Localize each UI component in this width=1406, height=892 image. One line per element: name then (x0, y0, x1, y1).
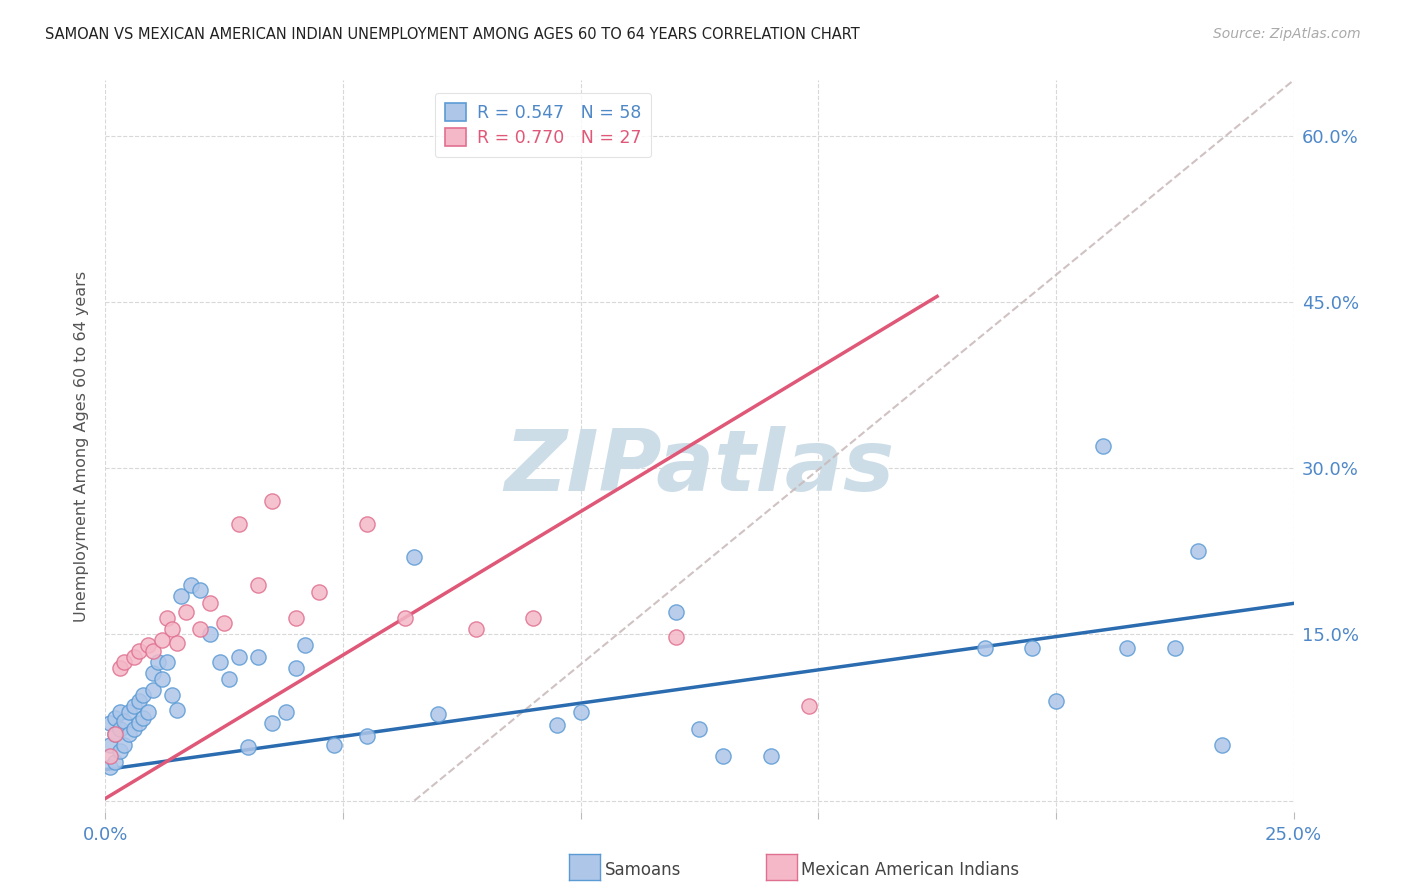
Point (198, 627, 221, 641)
Point (122, 722, 145, 736)
Point (214, 616, 236, 631)
Y-axis label: Unemployment Among Ages 60 to 64 years: Unemployment Among Ages 60 to 64 years (75, 270, 90, 622)
Point (236, 740, 259, 755)
Point (170, 589, 193, 603)
Point (156, 611, 179, 625)
Legend: R = 0.547   N = 58, R = 0.770   N = 27: R = 0.547 N = 58, R = 0.770 N = 27 (434, 93, 651, 157)
Text: Samoans: Samoans (605, 861, 681, 879)
Point (284, 660, 307, 674)
Point (166, 636, 188, 650)
Point (404, 549, 426, 564)
Point (465, 622, 488, 636)
Point (122, 649, 145, 664)
Point (1021, 640, 1043, 655)
Point (108, 744, 131, 758)
Point (104, 710, 127, 724)
Point (160, 622, 183, 636)
Point (128, 644, 150, 658)
Point (1211, 738, 1233, 752)
Point (122, 699, 145, 714)
Text: Source: ZipAtlas.com: Source: ZipAtlas.com (1213, 27, 1361, 41)
Point (1164, 640, 1187, 655)
Point (132, 689, 155, 703)
Point (114, 738, 136, 752)
Point (1116, 640, 1139, 655)
Text: Mexican American Indians: Mexican American Indians (801, 861, 1019, 879)
Point (128, 716, 150, 731)
Point (198, 596, 221, 610)
Point (104, 727, 127, 741)
Point (146, 655, 169, 669)
Point (118, 705, 141, 719)
Point (114, 655, 136, 669)
Point (190, 583, 212, 598)
Point (427, 707, 450, 722)
Point (208, 655, 231, 669)
Point (665, 630, 688, 644)
Point (98, 738, 121, 752)
Point (152, 632, 174, 647)
Point (142, 682, 165, 697)
Point (284, 611, 307, 625)
Point (689, 722, 711, 736)
Point (166, 703, 188, 717)
Text: ZIPatlas: ZIPatlas (505, 426, 894, 509)
Point (260, 716, 283, 731)
Point (1092, 439, 1115, 453)
Point (160, 689, 183, 703)
Point (356, 516, 378, 531)
Point (114, 714, 136, 728)
Point (322, 738, 344, 752)
Point (98, 760, 121, 774)
Point (118, 727, 141, 741)
Point (294, 639, 316, 653)
Point (108, 722, 131, 736)
Point (394, 611, 416, 625)
Point (152, 672, 174, 686)
Point (973, 640, 995, 655)
Point (142, 644, 165, 658)
Point (128, 694, 150, 708)
Point (228, 649, 250, 664)
Point (546, 718, 568, 732)
Point (1045, 694, 1067, 708)
Point (190, 622, 212, 636)
Point (108, 705, 131, 719)
Point (246, 577, 269, 591)
Point (274, 705, 297, 719)
Point (132, 710, 155, 724)
Point (759, 749, 782, 764)
Point (711, 749, 734, 764)
Point (180, 577, 202, 591)
Point (308, 585, 330, 599)
Point (1187, 544, 1209, 558)
Point (174, 605, 197, 619)
Point (569, 705, 592, 719)
Point (104, 727, 127, 741)
Point (218, 672, 240, 686)
Point (136, 705, 159, 719)
Point (136, 639, 159, 653)
Point (142, 666, 165, 681)
Point (260, 494, 283, 508)
Point (108, 660, 131, 674)
Point (98, 716, 121, 731)
Point (104, 755, 127, 769)
Text: SAMOAN VS MEXICAN AMERICAN INDIAN UNEMPLOYMENT AMONG AGES 60 TO 64 YEARS CORRELA: SAMOAN VS MEXICAN AMERICAN INDIAN UNEMPL… (45, 27, 859, 42)
Point (156, 655, 179, 669)
Point (665, 605, 688, 619)
Point (797, 699, 820, 714)
Point (522, 611, 544, 625)
Point (246, 649, 269, 664)
Point (228, 516, 250, 531)
Point (356, 730, 378, 744)
Point (98, 749, 121, 764)
